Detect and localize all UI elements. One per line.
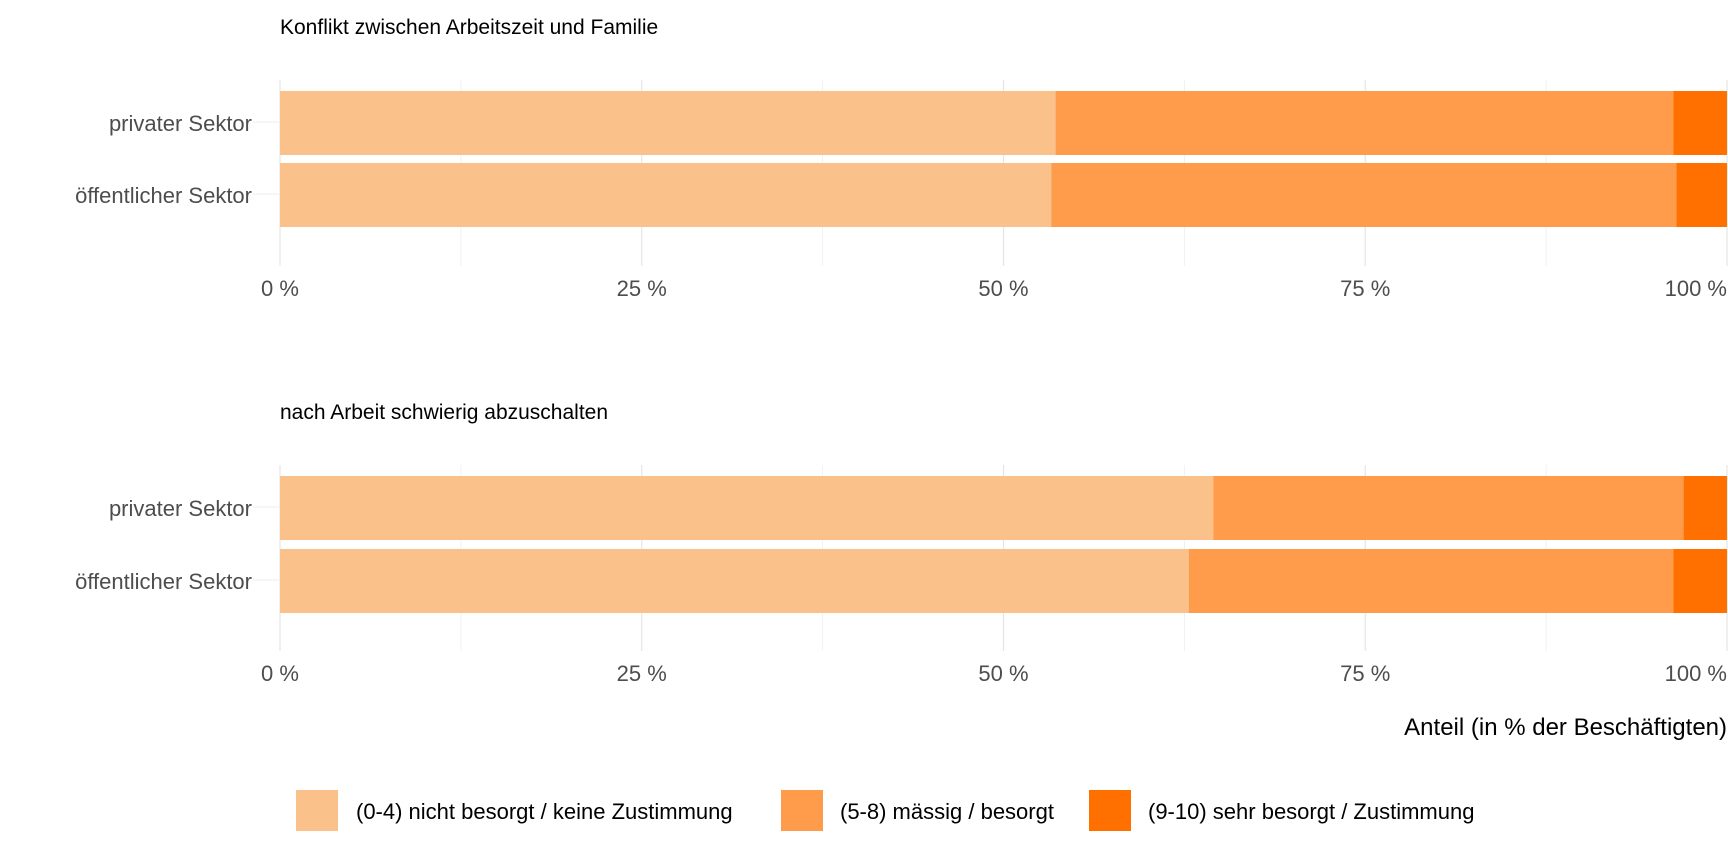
x-tick-label: 100 % <box>1665 276 1727 301</box>
x-tick-label: 50 % <box>978 661 1028 686</box>
category-label: privater Sektor <box>109 496 252 521</box>
x-tick-label: 25 % <box>617 661 667 686</box>
legend-swatch <box>781 790 823 831</box>
legend-item: (9-10) sehr besorgt / Zustimmung <box>1089 790 1474 831</box>
legend: (0-4) nicht besorgt / keine Zustimmung (5… <box>296 790 1474 831</box>
bar-segment-3 <box>1673 91 1727 155</box>
bar-segment-1 <box>280 549 1189 613</box>
chart-panels: Konflikt zwischen Arbeitszeit und Famili… <box>75 16 1728 686</box>
legend-item: (5-8) mässig / besorgt <box>781 790 1054 831</box>
x-tick-label: 25 % <box>617 276 667 301</box>
bar-segment-3 <box>1676 163 1727 227</box>
category-label: privater Sektor <box>109 111 252 136</box>
x-tick-label: 0 % <box>261 276 299 301</box>
panel-title: Konflikt zwischen Arbeitszeit und Famili… <box>280 16 658 39</box>
x-tick-label: 75 % <box>1340 276 1390 301</box>
panel-2: nach Arbeit schwierig abzuschalten privat… <box>75 401 1728 686</box>
bar-segment-3 <box>1673 549 1727 613</box>
x-tick-label: 100 % <box>1665 661 1727 686</box>
bar-segment-2 <box>1188 549 1674 613</box>
legend-label: (9-10) sehr besorgt / Zustimmung <box>1148 799 1474 824</box>
legend-swatch <box>1089 790 1131 831</box>
legend-item: (0-4) nicht besorgt / keine Zustimmung <box>296 790 733 831</box>
legend-label: (5-8) mässig / besorgt <box>840 799 1054 824</box>
panel-title: nach Arbeit schwierig abzuschalten <box>280 401 608 424</box>
x-tick-label: 75 % <box>1340 661 1390 686</box>
bar-segment-2 <box>1055 91 1674 155</box>
legend-label: (0-4) nicht besorgt / keine Zustimmung <box>356 799 733 824</box>
bar-segment-3 <box>1683 476 1727 540</box>
panel-1: Konflikt zwischen Arbeitszeit und Famili… <box>75 16 1728 301</box>
category-label: öffentlicher Sektor <box>75 569 252 594</box>
x-tick-label: 50 % <box>978 276 1028 301</box>
category-label: öffentlicher Sektor <box>75 183 252 208</box>
bar-segment-1 <box>280 476 1214 540</box>
bar-segment-1 <box>280 163 1052 227</box>
bar-segment-2 <box>1051 163 1677 227</box>
x-tick-label: 0 % <box>261 661 299 686</box>
bar-segment-1 <box>280 91 1056 155</box>
x-axis-title: Anteil (in % der Beschäftigten) <box>1404 714 1727 741</box>
bar-segment-2 <box>1213 476 1684 540</box>
legend-swatch <box>296 790 338 831</box>
